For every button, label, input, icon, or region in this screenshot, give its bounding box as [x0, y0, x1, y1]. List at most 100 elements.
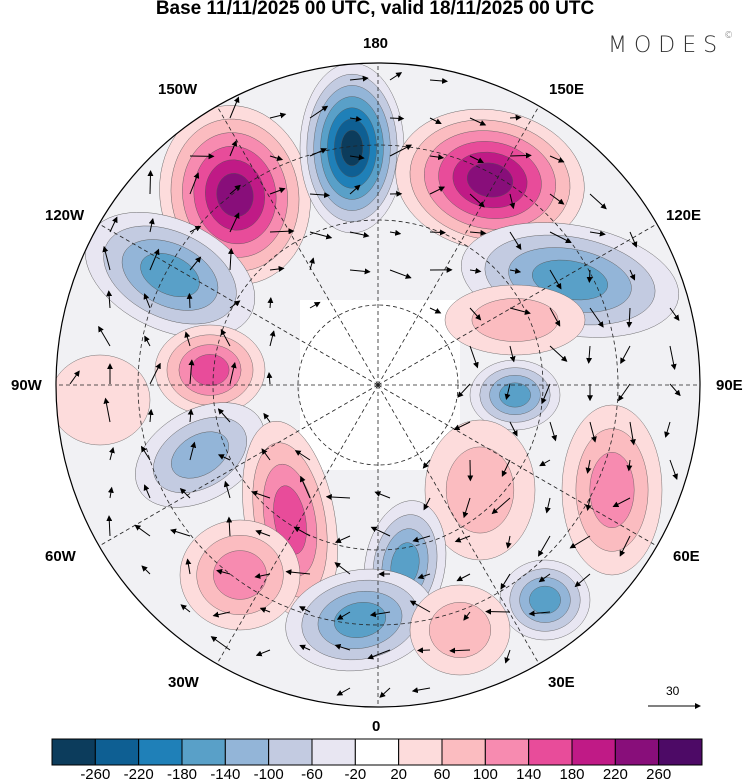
wind-arrow	[528, 610, 551, 617]
wind-arrow	[539, 459, 551, 467]
colorbar-swatch	[268, 738, 313, 766]
wind-arrow	[409, 600, 431, 613]
wind-arrow	[184, 331, 191, 347]
meridian-line	[377, 384, 664, 551]
meridian-line	[377, 99, 544, 386]
wind-arrow	[549, 193, 565, 205]
wind-arrow	[220, 328, 231, 347]
colorbar-label: 100	[472, 766, 498, 783]
colorbar-label: -180	[166, 766, 198, 783]
wind-arrow	[269, 228, 295, 235]
wind-arrow	[669, 459, 678, 480]
wind-arrow	[509, 114, 522, 121]
wind-arrow	[189, 441, 197, 461]
wind-arrow	[216, 568, 231, 575]
wind-arrow	[509, 268, 522, 274]
wind-arrow	[186, 292, 193, 309]
wind-arrow	[544, 497, 551, 514]
wind-arrow	[189, 256, 202, 271]
wind-arrow	[429, 77, 449, 84]
wind-arrow	[549, 231, 572, 244]
colorbar-swatch	[441, 738, 486, 766]
wind-arrow	[389, 269, 412, 279]
wind-arrow	[589, 193, 607, 210]
colorbar-swatch	[51, 738, 96, 766]
wind-arrow	[217, 408, 231, 423]
wind-arrow	[549, 269, 562, 290]
wind-arrow	[574, 573, 591, 588]
wind-arrow	[369, 611, 391, 618]
wind-arrow	[229, 140, 238, 157]
colorbar-swatch	[398, 738, 443, 766]
wind-arrow	[309, 257, 315, 271]
wind-arrow	[269, 330, 276, 347]
wind-arrow	[103, 397, 111, 423]
wind-arrow	[140, 445, 151, 461]
wind-arrow	[509, 345, 516, 363]
colorbar-label: -20	[344, 766, 367, 783]
wind-arrow	[589, 307, 604, 328]
anomaly-contour	[171, 431, 229, 479]
wind-arrow	[349, 115, 362, 122]
wind-arrow	[454, 535, 471, 543]
wind-arrow	[379, 687, 391, 698]
colorbar-swatch	[658, 738, 703, 766]
wind-arrow	[108, 446, 115, 461]
wind-arrow	[349, 75, 369, 82]
colorbar-label: 180	[559, 766, 585, 783]
colorbar-swatch	[354, 738, 400, 766]
wind-arrow	[629, 269, 636, 281]
anomaly-contour	[471, 298, 559, 342]
wind-arrow	[229, 300, 241, 309]
lon-label-90w: 90W	[11, 377, 42, 394]
wind-arrow	[336, 687, 351, 696]
colorbar-swatch	[528, 738, 573, 766]
reference-vector-label: 30	[666, 684, 680, 698]
wind-arrow	[501, 459, 511, 477]
wind-arrow	[269, 187, 286, 195]
wind-arrow	[309, 231, 333, 240]
wind-arrow	[549, 345, 568, 362]
wind-arrow	[106, 515, 113, 537]
wind-arrow	[266, 371, 273, 385]
wind-arrow	[469, 193, 485, 208]
colorbar-label: -100	[253, 766, 284, 783]
wind-arrow	[453, 421, 471, 431]
wind-arrow	[255, 529, 271, 537]
wind-arrow	[134, 524, 151, 537]
wind-arrow	[389, 144, 413, 157]
wind-arrow	[349, 231, 370, 238]
wind-arrow	[389, 115, 405, 122]
wind-arrow	[538, 573, 551, 583]
wind-arrow	[469, 345, 479, 369]
lon-label-30e: 30E	[548, 674, 575, 691]
anomaly-contour	[56, 354, 151, 446]
wind-arrow	[589, 421, 597, 443]
colorbar-swatch	[94, 738, 140, 766]
wind-arrow	[143, 484, 151, 499]
lon-label-150e: 150E	[549, 81, 585, 98]
wind-arrow	[456, 573, 471, 582]
wind-arrow	[148, 218, 155, 233]
wind-arrow	[429, 186, 446, 195]
wind-arrow	[505, 535, 512, 549]
wind-arrow	[463, 611, 471, 621]
wind-arrow	[370, 526, 391, 537]
lon-label-30w: 30W	[168, 674, 199, 691]
wind-arrow	[491, 497, 511, 515]
wind-arrow	[549, 155, 565, 163]
colorbar-swatch	[614, 738, 660, 766]
wind-arrow	[612, 497, 631, 508]
wind-arrow	[469, 117, 487, 126]
wind-arrow	[188, 359, 195, 385]
wind-arrow	[422, 459, 431, 469]
wind-arrow	[389, 229, 402, 236]
wind-arrow	[619, 535, 631, 557]
wind-vectors	[69, 72, 681, 698]
lon-label-60w: 60W	[45, 548, 76, 565]
colorbar-swatch	[181, 738, 226, 766]
wind-arrow	[229, 96, 240, 119]
logo-text: MODES	[608, 33, 725, 58]
wind-arrow	[229, 361, 237, 385]
wind-arrow	[669, 307, 680, 321]
